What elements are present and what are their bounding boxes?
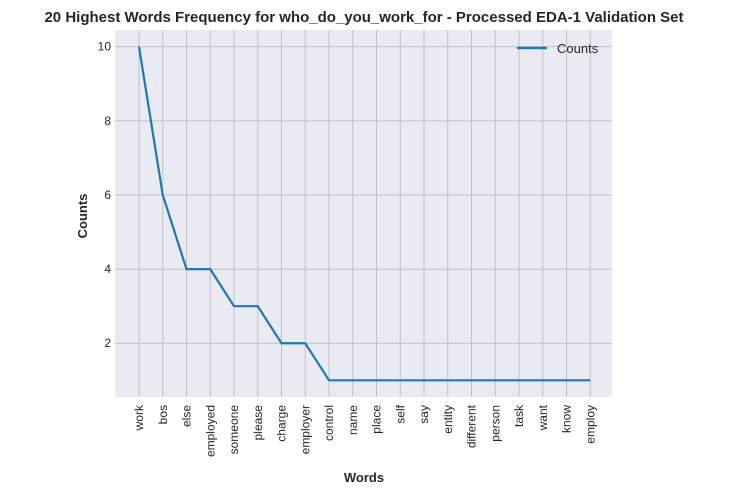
x-tick-label: say [417, 405, 431, 424]
y-tick-label: 2 [104, 336, 111, 350]
x-tick-label: know [560, 405, 574, 433]
x-tick-label: name [346, 405, 360, 435]
x-tick-label: employed [203, 405, 217, 457]
y-tick-label: 10 [98, 40, 112, 54]
y-tick-label: 6 [104, 188, 111, 202]
x-tick-label: employer [298, 405, 312, 454]
x-tick-label: self [393, 404, 407, 423]
y-axis-label: Counts [75, 194, 90, 239]
y-tick-label: 4 [104, 262, 111, 276]
x-tick-label: want [536, 404, 550, 431]
x-tick-label: entity [441, 405, 455, 434]
x-tick-label: task [512, 404, 526, 427]
x-tick-label: place [370, 405, 384, 434]
x-tick-label: person [488, 405, 502, 442]
x-axis-label: Words [344, 470, 384, 485]
x-tick-label: employ [583, 405, 597, 444]
chart-title: 20 Highest Words Frequency for who_do_yo… [44, 9, 683, 26]
x-tick-label: bos [156, 405, 170, 424]
x-tick-label: someone [227, 405, 241, 455]
legend-label-counts: Counts [557, 41, 599, 56]
x-tick-label: work [132, 404, 146, 431]
x-axis: work bos else employed someone please charge em… [132, 404, 597, 457]
y-tick-label: 8 [104, 114, 111, 128]
x-tick-label: please [251, 405, 265, 441]
legend: Counts [517, 41, 599, 56]
x-tick-label: different [465, 404, 479, 448]
x-tick-label: charge [275, 405, 289, 442]
series-line-counts [137, 46, 591, 382]
plot-area [115, 30, 612, 397]
x-tick-label: control [322, 405, 336, 441]
x-tick-label: else [180, 405, 194, 427]
y-axis: 2 4 6 8 10 [98, 40, 112, 351]
grid [115, 30, 612, 397]
